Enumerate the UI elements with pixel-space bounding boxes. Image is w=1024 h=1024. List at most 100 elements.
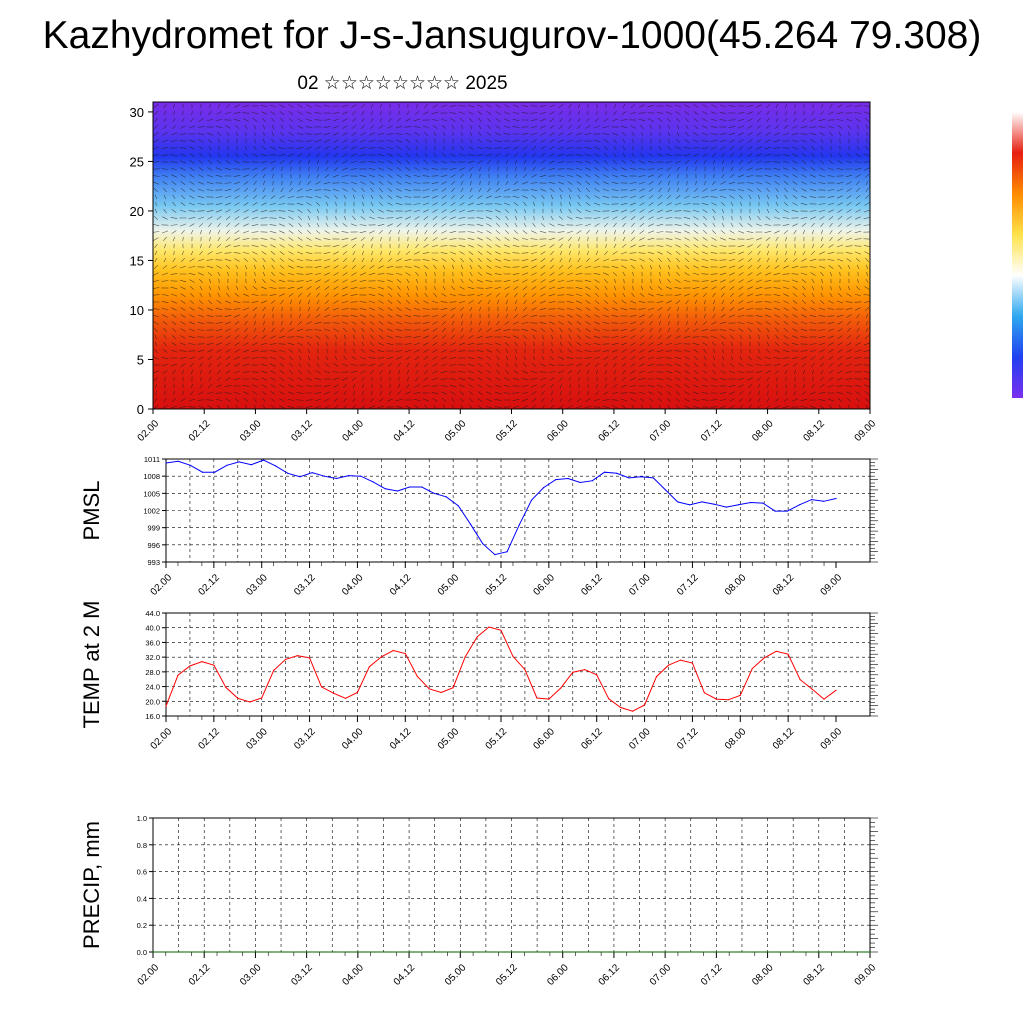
y-tick-label: 30 — [130, 105, 144, 120]
data-point — [201, 661, 203, 663]
data-point — [396, 490, 399, 492]
x-tick-label: 02.12 — [187, 962, 213, 988]
x-tick-label: 02.12 — [187, 418, 213, 444]
x-tick-label: 03.00 — [238, 962, 264, 988]
x-tick-label: 04.00 — [340, 726, 366, 752]
x-tick-label: 04.12 — [392, 418, 418, 444]
x-tick-label: 06.00 — [545, 418, 571, 444]
x-tick-label: 09.00 — [853, 418, 879, 444]
data-point — [177, 460, 179, 462]
y-tick-label: 0.0 — [137, 948, 147, 957]
x-tick-label: 05.00 — [443, 418, 469, 444]
data-point — [404, 652, 406, 655]
y-tick-label: 999 — [147, 524, 160, 533]
x-tick-label: 08.00 — [750, 962, 776, 988]
data-point — [567, 477, 569, 480]
x-tick-label: 04.00 — [341, 418, 367, 444]
x-tick-label: 02.00 — [149, 572, 175, 598]
x-tick-label: 06.00 — [532, 572, 558, 598]
data-point — [273, 669, 275, 672]
data-point — [647, 951, 650, 953]
data-point — [392, 649, 394, 652]
data-point — [603, 471, 606, 473]
data-point — [512, 655, 514, 658]
y-tick-label: 5 — [137, 352, 144, 367]
data-point — [725, 506, 728, 508]
data-point — [677, 501, 679, 503]
y-tick-label: 1002 — [143, 507, 160, 516]
x-tick-label: 09.00 — [819, 726, 845, 752]
x-tick-label: 03.00 — [244, 726, 270, 752]
y-axis-label: PRECIP, mm — [79, 821, 104, 949]
data-point — [440, 691, 442, 694]
data-point — [334, 951, 337, 953]
x-tick-label: 03.12 — [292, 572, 318, 598]
data-point — [344, 697, 347, 699]
data-point — [384, 488, 386, 490]
data-point — [811, 688, 813, 690]
data-point — [572, 671, 574, 673]
x-tick-label: 06.12 — [597, 962, 623, 988]
data-point — [476, 636, 478, 638]
data-point — [699, 951, 702, 953]
data-point — [701, 501, 703, 503]
data-point — [374, 951, 376, 953]
data-point — [372, 481, 374, 483]
plot-frame — [165, 458, 871, 563]
y-axis-label: TEMP at 2 M — [79, 601, 104, 729]
y-tick-label: 993 — [147, 558, 160, 567]
data-point — [763, 657, 765, 659]
x-tick-label: 07.00 — [627, 726, 653, 752]
data-point — [691, 662, 694, 664]
x-tick-label: 05.12 — [484, 726, 510, 752]
data-point — [640, 476, 642, 478]
data-point — [726, 951, 728, 953]
data-point — [715, 698, 718, 700]
data-point — [667, 664, 670, 666]
data-point — [230, 951, 232, 953]
data-point — [869, 951, 871, 953]
data-point — [660, 951, 663, 953]
wind-arrows — [153, 103, 870, 409]
data-point — [332, 692, 335, 694]
data-point — [518, 524, 520, 526]
x-tick-label: 02.00 — [136, 962, 162, 988]
x-tick-label: 05.12 — [484, 572, 510, 598]
data-point — [835, 689, 837, 691]
data-point — [596, 674, 598, 676]
data-point — [356, 691, 358, 694]
y-tick-label: 10 — [130, 303, 144, 318]
x-tick-label: 04.12 — [388, 726, 414, 752]
data-point — [817, 951, 819, 953]
data-point — [238, 461, 240, 463]
x-tick-label: 08.00 — [750, 418, 776, 444]
data-point — [664, 489, 667, 491]
data-point — [584, 669, 586, 671]
data-point — [500, 629, 502, 631]
data-point — [214, 471, 216, 473]
x-tick-label: 07.12 — [675, 726, 701, 752]
data-point — [765, 951, 767, 953]
y-tick-label: 36.0 — [145, 638, 160, 647]
x-tick-label: 05.12 — [494, 962, 520, 988]
data-point — [189, 464, 191, 466]
y-tick-label: 0 — [137, 402, 144, 417]
x-tick-label: 03.00 — [238, 418, 264, 444]
x-tick-label: 08.12 — [801, 418, 827, 444]
data-point — [295, 951, 297, 953]
data-point — [269, 951, 271, 953]
data-point — [752, 951, 754, 953]
x-tick-label: 08.00 — [723, 726, 749, 752]
data-point — [165, 951, 167, 953]
series-line — [165, 459, 837, 556]
x-tick-label: 04.12 — [392, 962, 418, 988]
data-point — [465, 951, 467, 953]
data-point — [191, 951, 193, 953]
data-point — [703, 692, 706, 694]
data-point — [774, 510, 776, 512]
y-tick-label: 0.8 — [137, 841, 147, 850]
data-point — [530, 499, 533, 501]
data-point — [416, 675, 418, 677]
data-point — [335, 477, 338, 480]
